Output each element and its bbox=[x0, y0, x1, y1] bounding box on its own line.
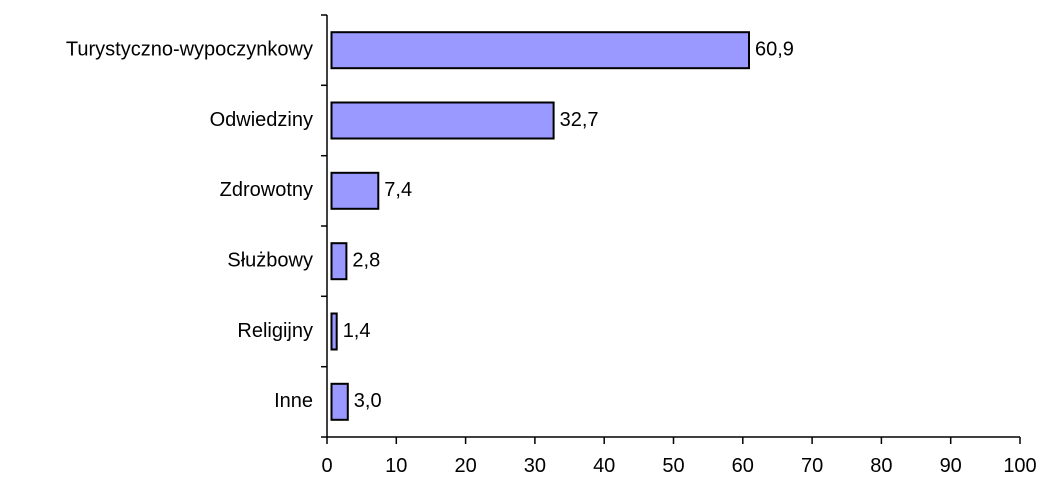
category-label: Religijny bbox=[237, 320, 313, 342]
labels-group: Turystyczno-wypoczynkowy 60,9 Odwiedziny 32… bbox=[66, 38, 1037, 477]
data-label: 7,4 bbox=[384, 179, 412, 201]
x-tick-label: 60 bbox=[732, 455, 754, 477]
category-label: Inne bbox=[274, 390, 313, 412]
axes-group bbox=[321, 14, 1021, 444]
data-label: 3,0 bbox=[354, 390, 382, 412]
category-label: Turystyczno-wypoczynkowy bbox=[66, 38, 313, 60]
bar-3 bbox=[330, 242, 348, 281]
bar-0 bbox=[330, 31, 750, 70]
x-tick-label: 0 bbox=[321, 455, 332, 477]
x-tick-label: 80 bbox=[870, 455, 892, 477]
bar-5 bbox=[330, 382, 349, 421]
x-tick-label: 100 bbox=[1003, 455, 1036, 477]
x-tick-label: 50 bbox=[662, 455, 684, 477]
bar-2 bbox=[330, 171, 380, 210]
bar-1 bbox=[330, 101, 555, 140]
x-tick-label: 10 bbox=[385, 455, 407, 477]
data-label: 60,9 bbox=[755, 38, 794, 60]
x-tick-label: 70 bbox=[801, 455, 823, 477]
x-tick-label: 30 bbox=[524, 455, 546, 477]
x-tick-label: 40 bbox=[593, 455, 615, 477]
category-label: Służbowy bbox=[227, 249, 313, 271]
data-label: 2,8 bbox=[352, 249, 380, 271]
bar-4 bbox=[330, 312, 338, 351]
bars-group bbox=[330, 31, 750, 421]
x-tick-label: 90 bbox=[940, 455, 962, 477]
category-label: Zdrowotny bbox=[220, 179, 313, 201]
data-label: 32,7 bbox=[560, 109, 599, 131]
data-label: 1,4 bbox=[343, 320, 371, 342]
category-label: Odwiedziny bbox=[210, 109, 313, 131]
x-tick-label: 20 bbox=[454, 455, 476, 477]
